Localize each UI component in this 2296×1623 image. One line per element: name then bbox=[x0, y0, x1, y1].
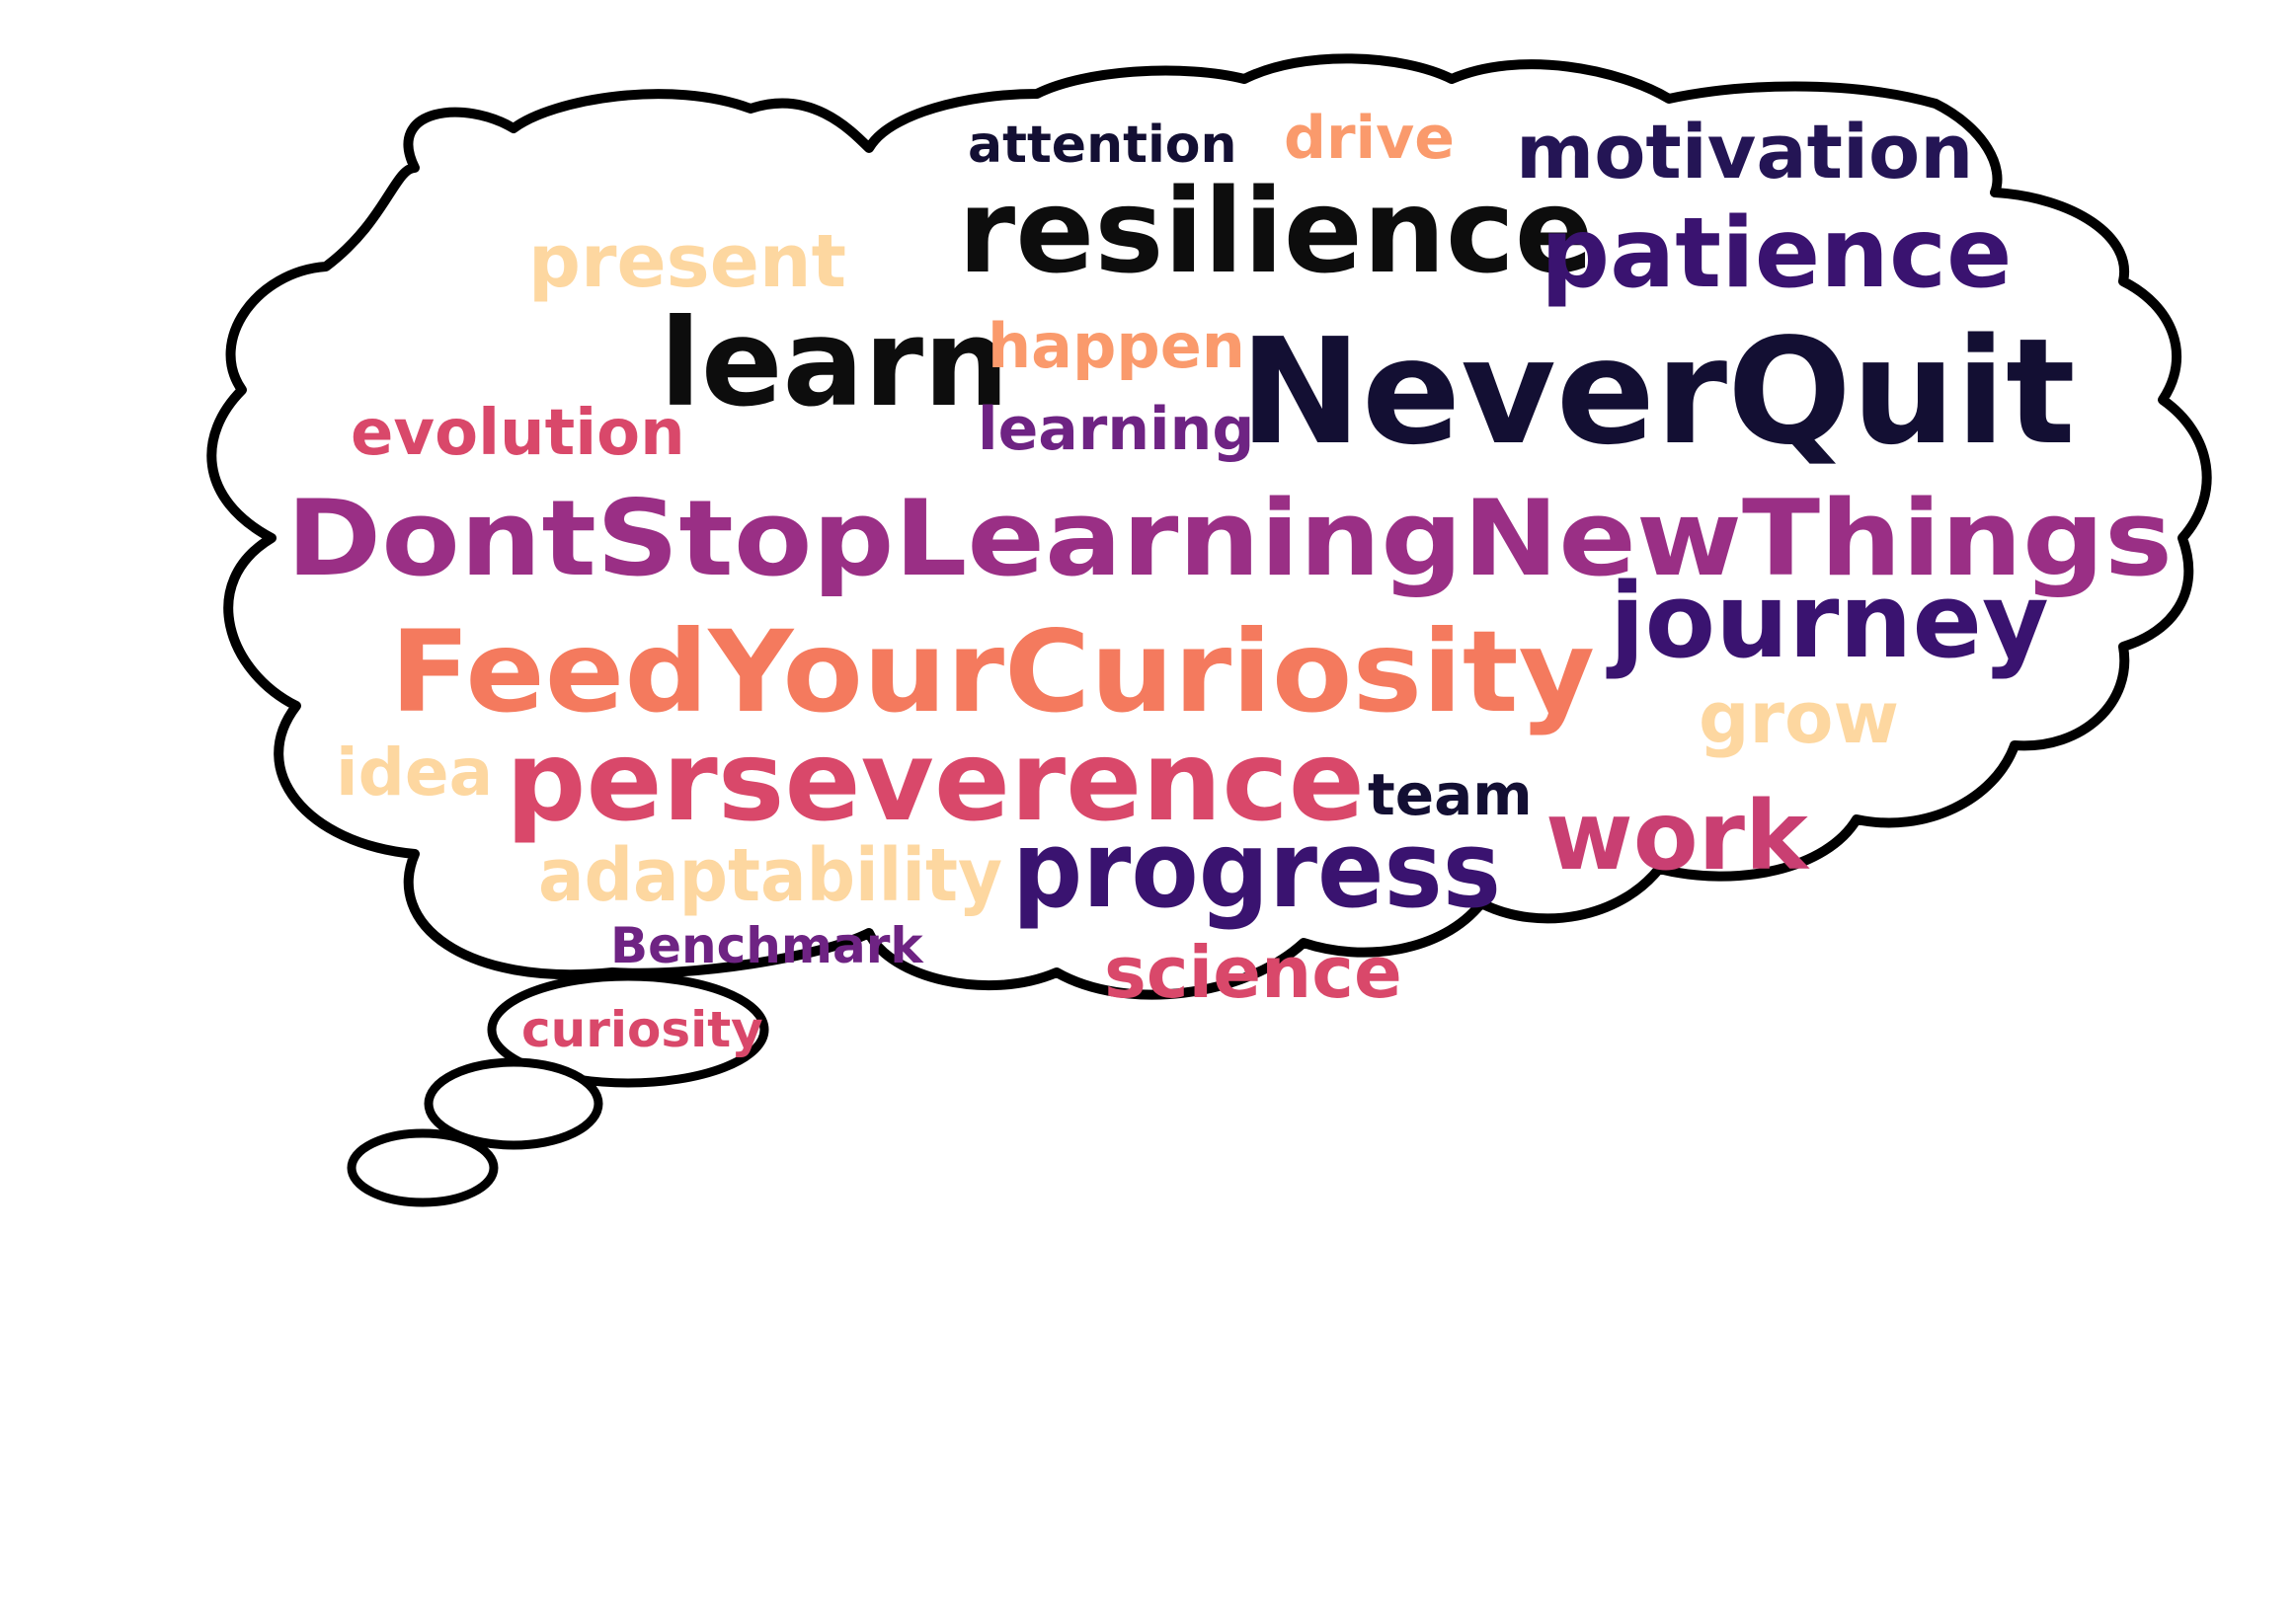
word-journey: journey bbox=[1606, 561, 2049, 681]
word-learning: learning bbox=[978, 395, 1254, 464]
word-drive: drive bbox=[1284, 104, 1455, 173]
cloud-outline bbox=[206, 53, 2212, 1000]
word-perseverence: perseverence bbox=[506, 718, 1365, 846]
word-curiosity: curiosity bbox=[521, 1001, 763, 1058]
word-science: science bbox=[1104, 931, 1402, 1014]
word-evolution: evolution bbox=[351, 397, 685, 470]
word-work: work bbox=[1545, 781, 1810, 891]
word-motivation: motivation bbox=[1516, 108, 1973, 195]
word-cloud: attention drive motivation resilience pa… bbox=[286, 104, 2173, 1058]
word-resilience: resilience bbox=[958, 163, 1594, 299]
word-present: present bbox=[528, 219, 846, 304]
word-adaptability: adaptability bbox=[538, 833, 1002, 918]
word-grow: grow bbox=[1699, 676, 1899, 759]
word-team: team bbox=[1368, 761, 1533, 828]
word-neverquit: NeverQuit bbox=[1239, 307, 2076, 477]
word-attention: attention bbox=[968, 116, 1237, 175]
word-progress: progress bbox=[1012, 809, 1501, 932]
word-feedyourcuriosity: FeedYourCuriosity bbox=[390, 606, 1595, 737]
thought-bubble-medium bbox=[424, 1057, 603, 1150]
word-benchmark: Benchmark bbox=[610, 917, 924, 974]
word-learn: learn bbox=[660, 293, 1009, 433]
thought-cloud bbox=[206, 53, 2212, 1207]
word-patience: patience bbox=[1541, 197, 2013, 310]
thought-bubble-small bbox=[347, 1128, 499, 1207]
thought-bubble-large bbox=[487, 971, 769, 1088]
word-idea: idea bbox=[336, 734, 493, 811]
word-dontstop: DontStopLearningNewThings bbox=[286, 478, 2173, 599]
word-happen: happen bbox=[988, 310, 1245, 382]
